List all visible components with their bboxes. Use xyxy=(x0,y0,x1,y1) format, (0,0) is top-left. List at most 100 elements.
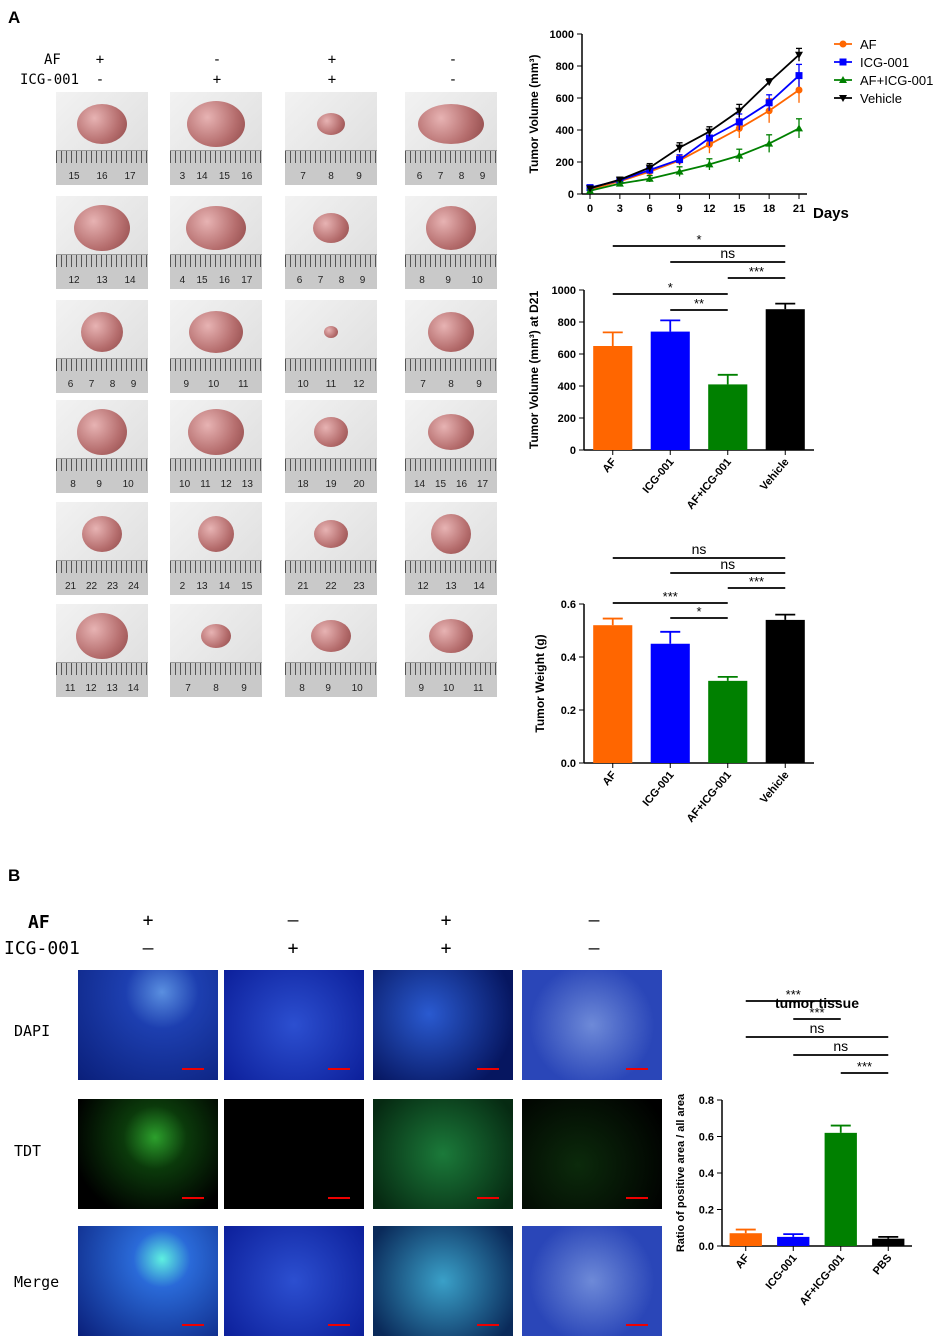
tumor-sample xyxy=(428,414,474,450)
legend-marker xyxy=(839,95,847,102)
ruler: 2 13 14 15 xyxy=(170,560,262,595)
tumor-sample xyxy=(317,113,345,135)
sign: - xyxy=(448,72,458,88)
row-label-dapi: DAPI xyxy=(14,1022,51,1040)
panel-b-label: B xyxy=(8,866,21,885)
microscopy-image xyxy=(78,1226,218,1336)
ruler-number: 14 xyxy=(124,275,136,286)
x-tick-label: 6 xyxy=(647,203,653,215)
ruler-number: 6 xyxy=(296,275,303,286)
tumor-sample xyxy=(77,409,127,455)
ruler-number: 22 xyxy=(325,581,337,592)
ruler-number: 9 xyxy=(356,171,362,182)
sign: + xyxy=(142,910,154,931)
sign: — xyxy=(287,910,299,931)
ruler: 8 9 10 xyxy=(56,458,148,493)
panel-b-treatment-icg: ICG-001 xyxy=(4,938,80,959)
tumor-sample xyxy=(77,104,127,144)
scale-bar xyxy=(182,1197,204,1199)
tumor-sample xyxy=(201,624,231,648)
tumor-photo: 6 7 8 9 xyxy=(285,196,377,289)
ruler: 10 11 12 13 xyxy=(170,458,262,493)
ruler-number: 9 xyxy=(476,379,482,390)
sign: - xyxy=(212,52,222,68)
data-point xyxy=(735,151,744,159)
bar xyxy=(729,1233,762,1246)
ruler-number: 4 xyxy=(179,275,186,286)
tumor-photo: 8 9 10 xyxy=(405,196,497,289)
x-tick-label: AF xyxy=(733,1252,752,1271)
scale-bar xyxy=(477,1068,499,1070)
ruler-number: 13 xyxy=(445,581,457,592)
ruler: 6 7 8 9 xyxy=(405,150,497,185)
microscopy-image xyxy=(373,1099,513,1209)
ruler: 14 15 16 17 xyxy=(405,458,497,493)
x-tick-label: 15 xyxy=(733,203,745,215)
ruler-number: 9 xyxy=(418,683,425,694)
ruler-number: 8 xyxy=(448,379,454,390)
ruler-number: 16 xyxy=(96,171,108,182)
tumor-photo: 21 22 23 24 xyxy=(56,502,148,595)
sign: — xyxy=(588,910,600,931)
tumor-sample xyxy=(428,312,474,352)
ruler-number: 11 xyxy=(200,479,211,490)
microscopy-image xyxy=(78,970,218,1080)
tumor-photo: 9 10 11 xyxy=(170,300,262,393)
significance-label: *** xyxy=(749,264,764,279)
legend-marker xyxy=(839,40,847,48)
ruler-number: 2 xyxy=(179,581,186,592)
tumor-sample xyxy=(189,311,243,353)
ruler-number: 9 xyxy=(241,683,247,694)
ruler-number: 16 xyxy=(455,479,468,490)
ruler-number: 8 xyxy=(70,479,76,490)
y-tick-label: 800 xyxy=(556,61,574,73)
ruler: 8 9 10 xyxy=(285,662,377,697)
tumor-photo: 8 9 10 xyxy=(285,604,377,697)
microscopy-image xyxy=(373,970,513,1080)
ruler-number: 11 xyxy=(65,683,76,694)
ruler: 6 7 8 9 xyxy=(56,358,148,393)
tumor-sample xyxy=(314,417,348,447)
x-tick-label: 18 xyxy=(763,203,775,215)
tumor-photo: 3 14 15 16 xyxy=(170,92,262,185)
y-tick-label: 200 xyxy=(556,157,574,169)
significance-label: *** xyxy=(809,1005,824,1020)
ruler-number: 9 xyxy=(445,275,451,286)
ruler-number: 7 xyxy=(300,171,306,182)
ruler: 3 14 15 16 xyxy=(170,150,262,185)
y-tick-label: 1000 xyxy=(552,285,576,297)
legend-marker xyxy=(839,58,847,66)
tumor-photo: 6 7 8 9 xyxy=(56,300,148,393)
tumor-sample xyxy=(76,613,128,659)
tumor-photo: 8 9 10 xyxy=(56,400,148,493)
ruler-number: 17 xyxy=(476,479,489,490)
data-point xyxy=(645,164,654,172)
sign: — xyxy=(142,938,154,959)
y-tick-label: 1000 xyxy=(550,29,574,41)
x-tick-label: Vehicle xyxy=(758,456,792,493)
y-tick-label: 0.6 xyxy=(699,1132,714,1144)
x-tick-label: AF+ICG-001 xyxy=(685,456,734,512)
scale-bar xyxy=(477,1324,499,1326)
ruler-number: 9 xyxy=(96,479,102,490)
bar xyxy=(650,643,690,763)
ruler: 9 10 11 xyxy=(170,358,262,393)
y-tick-label: 400 xyxy=(556,125,574,137)
ruler-number: 7 xyxy=(88,379,95,390)
legend-label: AF+ICG-001 xyxy=(860,73,933,88)
scale-bar xyxy=(328,1197,350,1199)
data-point xyxy=(586,185,594,193)
tumor-weight-bar-chart: 0.0 0.2 0.4 0.6 Tumor Weight (g) AF ICG-001 AF+… xyxy=(533,541,814,825)
significance-label: *** xyxy=(857,1059,872,1074)
significance-label: ns xyxy=(833,1038,848,1054)
tumor-photo: 18 19 20 xyxy=(285,400,377,493)
ruler-number: 15 xyxy=(434,479,447,490)
y-tick-label: 0.0 xyxy=(699,1241,714,1253)
x-tick-label: Vehicle xyxy=(758,769,792,806)
microscopy-image xyxy=(224,970,364,1080)
ruler-number: 8 xyxy=(338,275,345,286)
data-point xyxy=(795,51,803,59)
ruler-number: 10 xyxy=(179,479,191,490)
ruler-number: 16 xyxy=(218,275,230,286)
legend-marker xyxy=(839,76,847,83)
